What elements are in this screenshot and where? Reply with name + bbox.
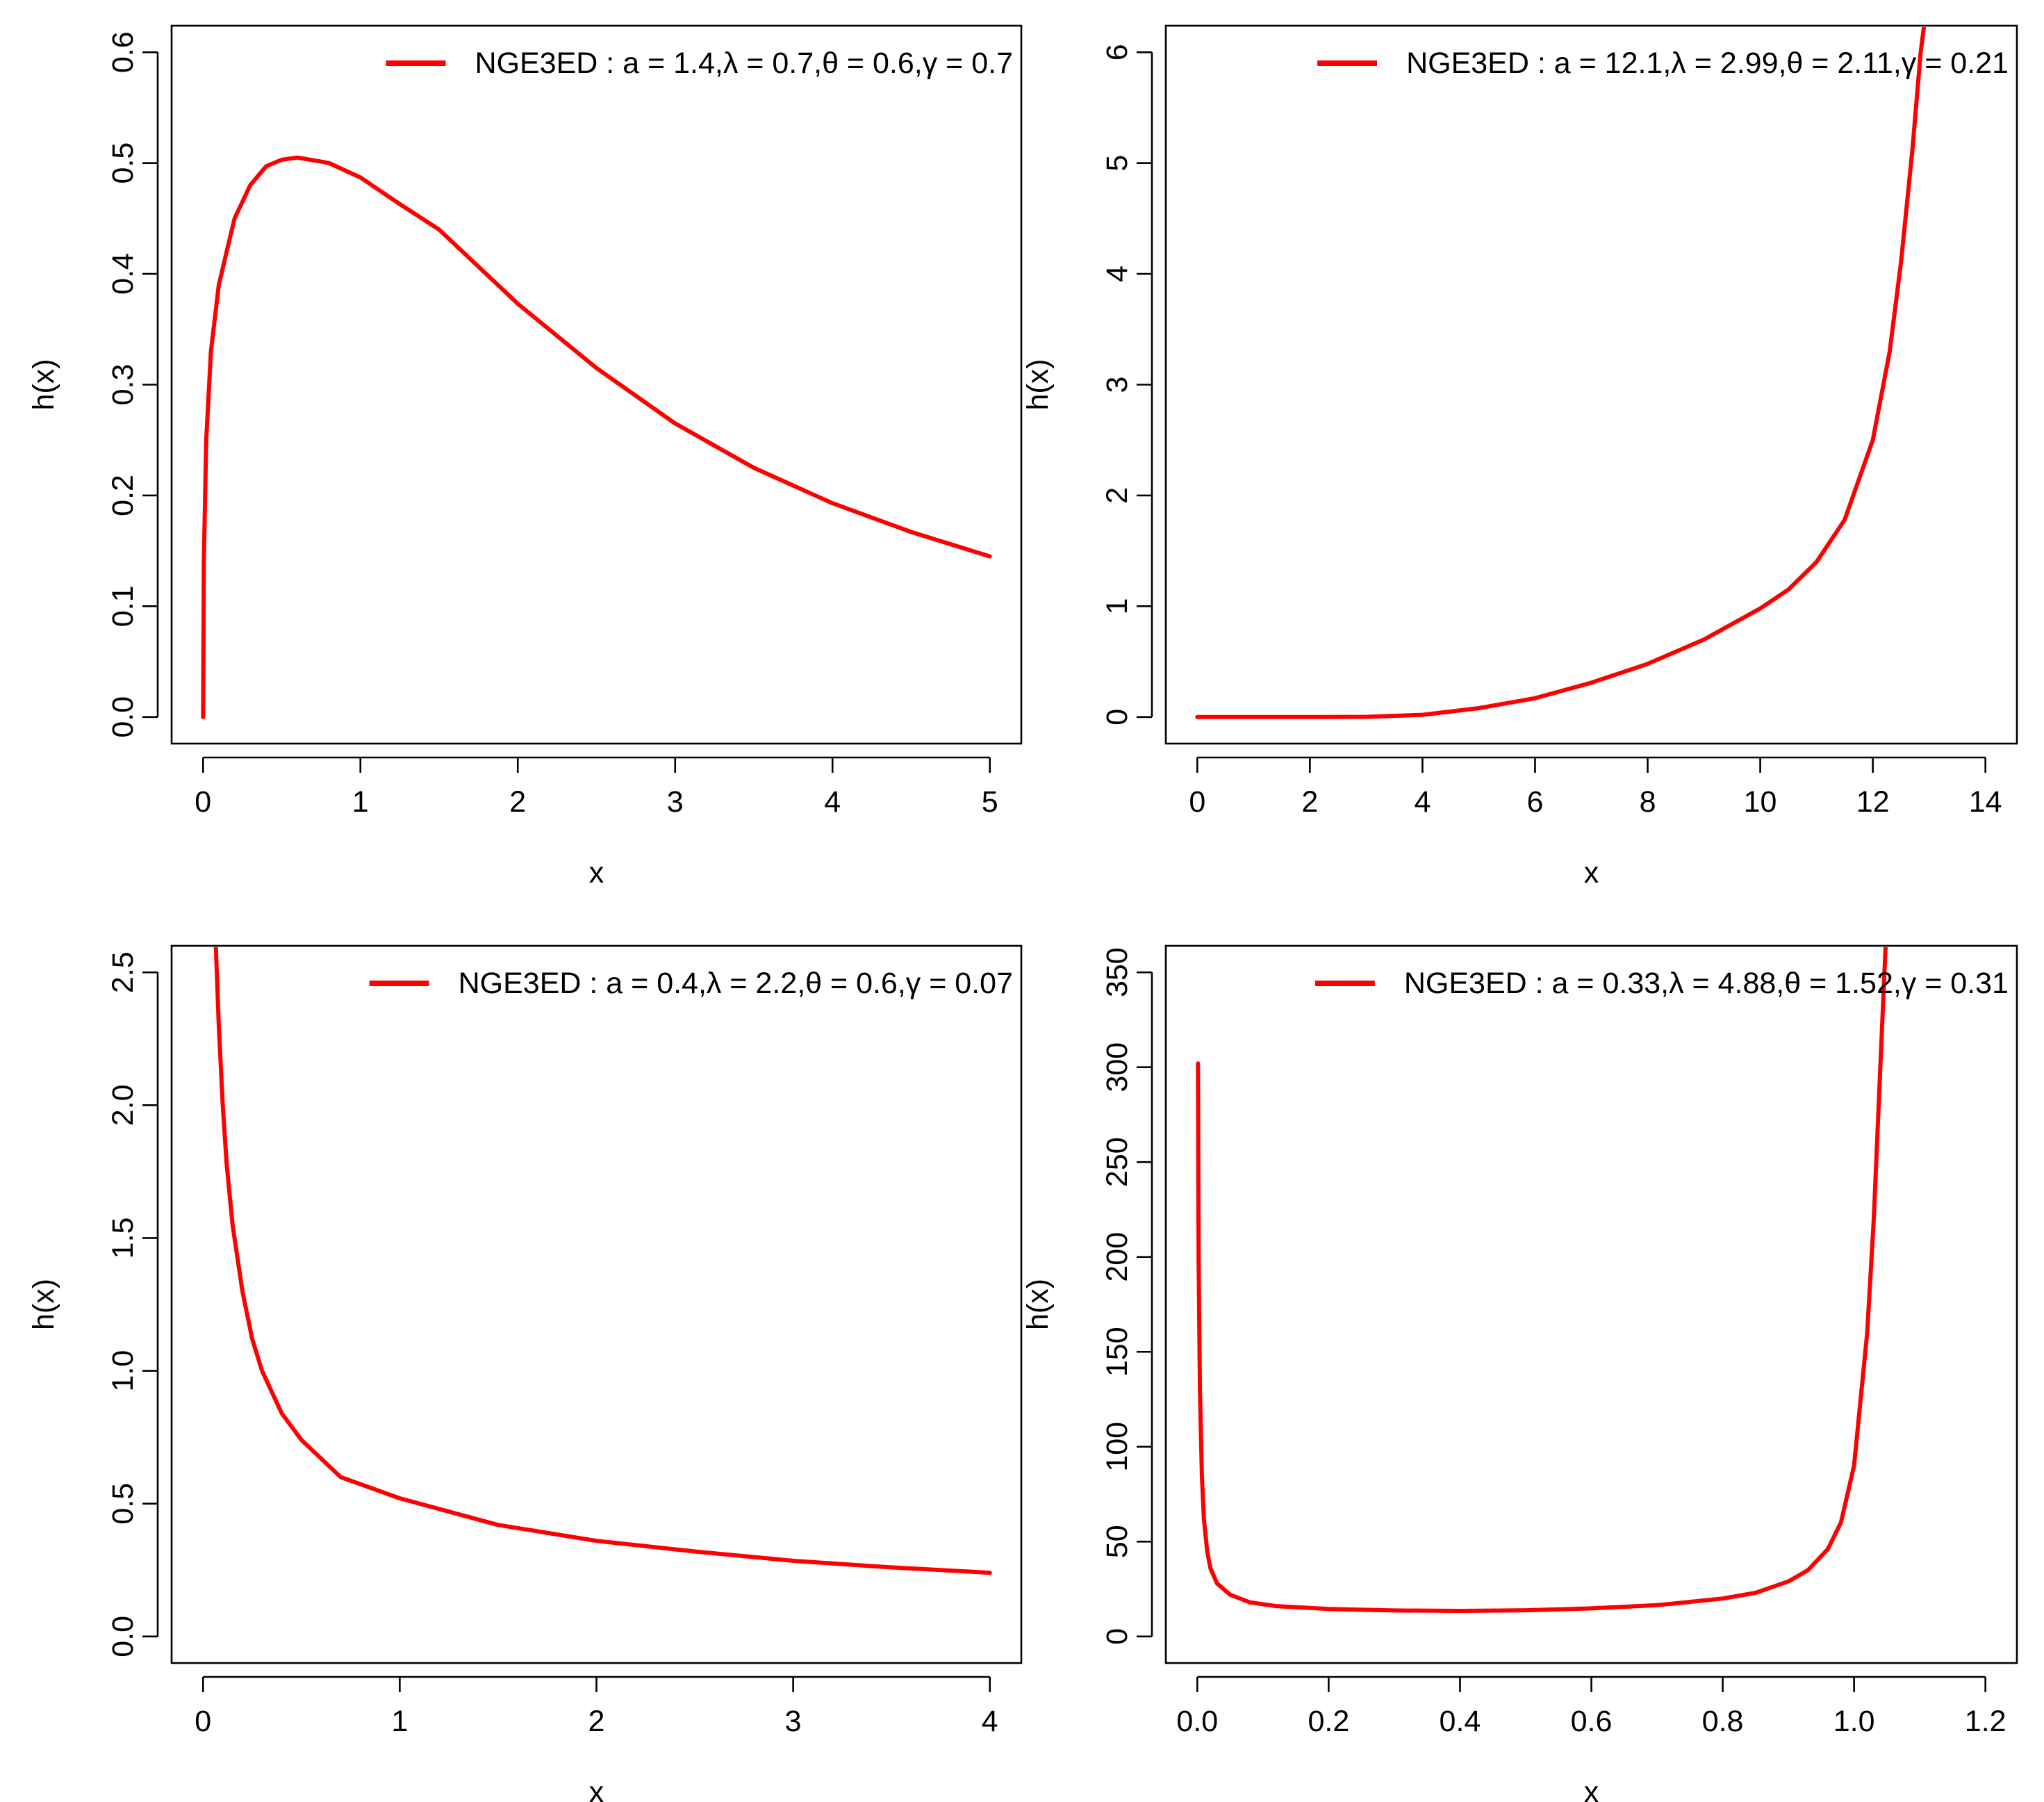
series-line <box>213 947 992 1575</box>
x-tick-label: 4 <box>824 785 841 819</box>
x-tick-label: 0.4 <box>1440 1705 1481 1738</box>
chart-panel-3: 0 1 2 3 4 0.0 0.5 1.0 1.5 2.0 2.5 x h(x) NGE3ED : a =… <box>27 944 1023 1802</box>
series-line <box>1195 27 1927 719</box>
y-tick-label: 3 <box>1101 377 1134 393</box>
y-tick-label: 5 <box>1101 155 1134 172</box>
chart-panel-1: 0 1 2 3 4 5 0.0 0.1 0.2 0.3 0.4 0.5 0.6 x h(x) NGE3ED :… <box>27 24 1023 890</box>
y-tick-label: 0 <box>1101 709 1134 726</box>
x-tick-label: 2 <box>588 1705 605 1738</box>
y-tick-label: 0.3 <box>106 364 140 406</box>
series-line <box>201 155 992 719</box>
y-axis-title: h(x) <box>1021 1279 1055 1330</box>
plot-frame <box>170 944 1023 1664</box>
x-tick-label: 0.0 <box>1176 1705 1218 1738</box>
x-tick-label: 1 <box>391 1705 408 1738</box>
x-tick-label: 6 <box>1527 785 1544 819</box>
y-tick-label: 0.6 <box>106 31 140 73</box>
y-tick-label: 0.4 <box>106 253 140 295</box>
x-tick-label: 1.2 <box>1965 1705 2006 1738</box>
y-axis-title: h(x) <box>1021 359 1055 410</box>
y-tick-label: 2.0 <box>106 1084 140 1126</box>
y-tick-label: 150 <box>1101 1327 1134 1377</box>
y-tick-label: 100 <box>1101 1422 1134 1472</box>
y-tick-label: 0.0 <box>106 696 140 738</box>
x-tick-label: 3 <box>785 1705 802 1738</box>
legend-label: NGE3ED : a = 0.4,λ = 2.2,θ = 0.6,γ = 0.0… <box>459 967 1013 1000</box>
chart-panel-4: 0.0 0.2 0.4 0.6 0.8 1.0 1.2 0 50 100 150 200 250 300 3… <box>1021 944 2018 1802</box>
y-tick-label: 1.5 <box>106 1218 140 1259</box>
y-tick-label: 200 <box>1101 1232 1134 1282</box>
y-tick-label: 1 <box>1101 598 1134 614</box>
x-tick-label: 14 <box>1969 785 2002 819</box>
y-tick-label: 300 <box>1101 1042 1134 1092</box>
y-tick-label: 0.1 <box>106 585 140 627</box>
y-tick-label: 0.5 <box>106 142 140 184</box>
x-tick-label: 0.6 <box>1571 1705 1613 1738</box>
y-tick-label: 6 <box>1101 44 1134 60</box>
x-tick-label: 0 <box>1189 785 1205 819</box>
y-tick-label: 50 <box>1101 1525 1134 1558</box>
y-axis-title: h(x) <box>27 359 60 410</box>
x-tick-label: 3 <box>667 785 684 819</box>
x-tick-label: 1 <box>352 785 369 819</box>
plot-frame <box>1164 944 2018 1664</box>
plot-frame <box>1164 24 2018 745</box>
legend-label: NGE3ED : a = 1.4,λ = 0.7,θ = 0.6,γ = 0.7 <box>475 47 1013 80</box>
x-tick-label: 10 <box>1744 785 1777 819</box>
x-tick-label: 4 <box>982 1705 998 1738</box>
x-tick-label: 12 <box>1856 785 1890 819</box>
y-tick-label: 1.0 <box>106 1350 140 1392</box>
x-tick-label: 2 <box>1301 785 1318 819</box>
y-tick-label: 2 <box>1101 487 1134 504</box>
y-tick-label: 0.2 <box>106 475 140 516</box>
x-axis-title: x <box>589 856 604 890</box>
x-tick-label: 4 <box>1414 785 1431 819</box>
x-tick-label: 0 <box>195 1705 211 1738</box>
x-tick-label: 5 <box>982 785 998 819</box>
y-tick-label: 2.5 <box>106 951 140 993</box>
x-tick-label: 0 <box>195 785 211 819</box>
x-tick-label: 2 <box>509 785 526 819</box>
plot-frame <box>170 24 1023 745</box>
y-tick-label: 0.0 <box>106 1616 140 1657</box>
y-tick-label: 0 <box>1101 1628 1134 1645</box>
x-tick-label: 0.8 <box>1702 1705 1744 1738</box>
y-tick-label: 4 <box>1101 265 1134 282</box>
x-tick-label: 0.2 <box>1308 1705 1349 1738</box>
series-line <box>1196 947 1888 1613</box>
y-tick-label: 350 <box>1101 947 1134 997</box>
y-tick-label: 0.5 <box>106 1483 140 1525</box>
x-axis-title: x <box>589 1776 604 1802</box>
y-axis-title: h(x) <box>27 1279 60 1330</box>
x-tick-label: 8 <box>1640 785 1656 819</box>
legend-label: NGE3ED : a = 0.33,λ = 4.88,θ = 1.52,γ = … <box>1404 967 2009 1000</box>
y-tick-label: 250 <box>1101 1137 1134 1187</box>
legend-label: NGE3ED : a = 12.1,λ = 2.99,θ = 2.11,γ = … <box>1406 47 2009 80</box>
x-axis-title: x <box>1584 1776 1599 1802</box>
x-axis-title: x <box>1584 856 1599 890</box>
x-tick-label: 1.0 <box>1833 1705 1875 1738</box>
